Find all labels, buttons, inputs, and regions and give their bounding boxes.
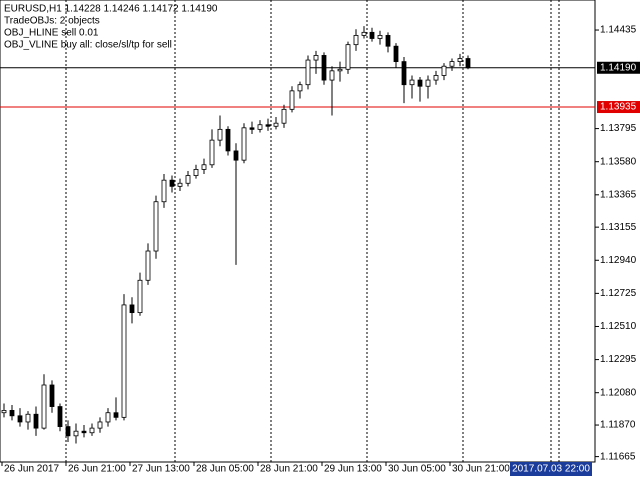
y-tick-label: 1.12295 xyxy=(600,354,637,365)
candle-body xyxy=(137,279,143,314)
candle-body xyxy=(161,179,167,203)
candle-body xyxy=(49,384,55,407)
candle-body xyxy=(225,128,231,152)
header-line: OBJ_VLINE buy all: close/sl/tp for sell xyxy=(4,40,172,51)
candle-body xyxy=(193,168,199,176)
y-tick-label: 1.12510 xyxy=(600,321,637,332)
candle-body xyxy=(337,68,343,72)
candle-body xyxy=(401,61,407,86)
header-line: TradeOBJs: 2 objects xyxy=(4,16,100,27)
header-line: OBJ_HLINE sell 0.01 xyxy=(4,28,99,39)
candle-body xyxy=(121,304,127,418)
y-tick-label: 1.11665 xyxy=(600,451,636,462)
candle-body xyxy=(329,70,335,81)
candle-body xyxy=(169,179,175,187)
candle-body xyxy=(97,421,103,429)
candle-body xyxy=(321,55,327,81)
candle-body xyxy=(313,55,319,61)
y-tick-label: 1.13365 xyxy=(600,189,637,200)
x-tick-label: 26 Jun 2017 xyxy=(4,464,59,475)
candle-body xyxy=(241,127,247,161)
candle-body xyxy=(297,84,303,92)
y-tick-label: 1.12725 xyxy=(600,288,637,299)
y-tick-label: 1.12940 xyxy=(600,255,637,266)
candle-body xyxy=(265,124,271,127)
candle-body xyxy=(129,304,135,314)
candle-body xyxy=(153,201,159,252)
x-tick-label: 29 Jun 13:00 xyxy=(324,464,382,475)
candle-body xyxy=(177,182,183,187)
candle-body xyxy=(185,175,191,184)
candle-body xyxy=(217,128,223,141)
candle-body xyxy=(377,35,383,39)
candle-body xyxy=(65,426,71,437)
candle-body xyxy=(113,412,119,418)
x-tick-label: 30 Jun 05:00 xyxy=(388,464,446,475)
y-tick-label: 1.13795 xyxy=(600,123,637,134)
candle-body xyxy=(201,164,207,170)
time-marker: 2017.07.03 22:00 xyxy=(512,464,590,475)
candle-body xyxy=(361,31,367,36)
bid-box xyxy=(597,61,640,74)
y-tick-label: 1.12080 xyxy=(600,387,637,398)
candle-body xyxy=(33,413,39,429)
y-tick-label: 1.13155 xyxy=(600,222,637,233)
vertical-lines xyxy=(65,0,560,462)
candle-body xyxy=(105,412,111,423)
candle-body xyxy=(209,139,215,166)
candle-body xyxy=(257,124,263,130)
candle-body xyxy=(369,31,375,39)
candle-body xyxy=(385,35,391,47)
candle-body xyxy=(145,250,151,281)
candle-body xyxy=(409,79,415,86)
candle-body xyxy=(417,79,423,87)
candle-body xyxy=(449,61,455,67)
x-tick-label: 30 Jun 21:00 xyxy=(452,464,510,475)
time-marker-box xyxy=(510,462,592,476)
candle-body xyxy=(465,58,471,69)
hline-label: 1.13935 xyxy=(600,102,637,113)
hline-box xyxy=(597,101,640,114)
candle-body xyxy=(441,65,447,76)
bid-label: 1.14190 xyxy=(600,62,637,73)
candle-body xyxy=(233,150,239,161)
y-tick-label: 1.14435 xyxy=(600,25,637,36)
plot-frame xyxy=(0,0,596,463)
x-tick-label: 28 Jun 21:00 xyxy=(260,464,318,475)
candle-body xyxy=(353,35,359,46)
candle-body xyxy=(305,59,311,86)
candle-body xyxy=(57,406,63,427)
x-tick-label: 27 Jun 13:00 xyxy=(132,464,190,475)
header-line: EURUSD,H1 1.14228 1.14246 1.14172 1.1419… xyxy=(4,4,218,15)
candle-body xyxy=(17,415,23,423)
x-tick-label: 28 Jun 05:00 xyxy=(196,464,254,475)
candle-body xyxy=(281,108,287,124)
candle-body xyxy=(393,45,399,63)
candle-body xyxy=(9,410,15,417)
x-tick-label: 26 Jun 21:00 xyxy=(68,464,126,475)
candle-body xyxy=(457,58,463,63)
candle-body xyxy=(273,122,279,127)
candle-body xyxy=(249,127,255,130)
candle-body xyxy=(73,430,79,437)
candle-body xyxy=(25,413,31,423)
candle-body xyxy=(41,384,47,429)
candle-body xyxy=(345,44,351,70)
candle-body xyxy=(1,410,7,414)
candle-body xyxy=(289,90,295,110)
candle-body xyxy=(81,430,87,434)
y-tick-label: 1.11870 xyxy=(600,420,636,431)
candle-body xyxy=(425,79,431,87)
candle-body xyxy=(89,427,95,434)
candle-body xyxy=(433,75,439,81)
y-tick-label: 1.13580 xyxy=(600,156,637,167)
